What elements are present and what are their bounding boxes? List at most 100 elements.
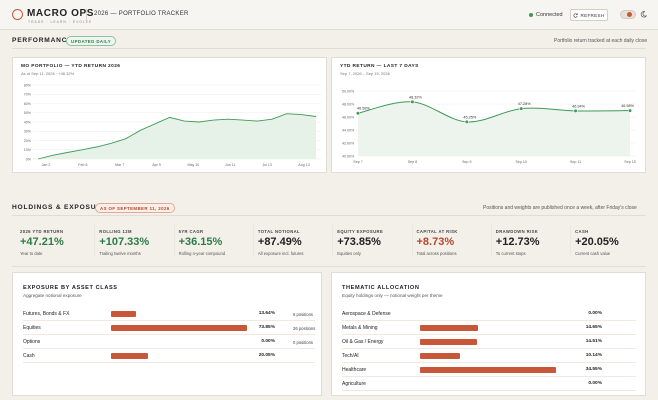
metric-label: TOTAL NOTIONAL [257, 229, 301, 234]
metric-subtext: Current cash value [575, 251, 611, 256]
row-label: Tech/AI [342, 353, 359, 359]
list-item: Oil & Gas / Energy 14.51% [342, 335, 636, 349]
metric-divider [411, 225, 413, 257]
ytd-y-tick: 40% [24, 120, 32, 124]
updated-daily-badge: UPDATED DAILY [66, 36, 117, 46]
list-item: Equities 73.85% 26 positions [23, 321, 315, 335]
week-chart[interactable]: 50.00% 48.00% 46.00% 44.00% 42.00% 40.00% 46.5… [332, 58, 647, 174]
logo-tagline: TRADE · LEARN · EVOLVE [28, 20, 93, 24]
week-y-tick: 48.00% [342, 102, 355, 106]
row-bar [420, 353, 460, 359]
metric-divider [252, 225, 254, 257]
logo-text: MACRO OPS [27, 8, 95, 19]
row-bar [111, 311, 137, 317]
ytd-chart-title: MO PORTFOLIO — YTD RETURN 2026 [21, 64, 121, 69]
row-percent: 20.05% [258, 353, 275, 358]
top-bar: MACRO OPS TRADE · LEARN · EVOLVE 2026 — … [0, 0, 658, 30]
week-y-tick: 42.00% [342, 141, 355, 145]
week-chart-title: YTD RETURN — LAST 7 DAYS [340, 64, 419, 69]
week-point[interactable] [464, 119, 469, 124]
row-percent: 73.85% [258, 325, 275, 330]
ytd-y-tick: 10% [24, 148, 32, 152]
week-x-tick: Sep 10 [516, 160, 527, 164]
row-count: 26 positions [293, 325, 316, 331]
metric-value: +87.49% [257, 236, 302, 248]
week-y-tick: 44.00% [342, 128, 355, 132]
performance-note: Portfolio return tracked at each daily c… [554, 38, 648, 44]
week-chart-subtitle: Sep 7, 2026 – Sep 15, 2026 [340, 71, 390, 76]
metric-divider [173, 225, 175, 257]
week-x-tick: Sep 8 [408, 160, 417, 164]
row-label: Agriculture [342, 381, 366, 387]
metric-value: +20.05% [575, 236, 619, 248]
metric-subtext: Year to date [20, 251, 43, 256]
week-point[interactable] [627, 108, 633, 113]
metric-subtext: Total across positions [416, 251, 457, 256]
moon-icon[interactable] [640, 11, 647, 18]
row-percent: 0.00% [588, 381, 602, 386]
metric-label: 5YR CAGR [178, 229, 204, 234]
metric-label: ROLLING 12M [99, 229, 132, 234]
ytd-chart[interactable]: 80% 70% 60% 50% 40% 30% 20% 10% 0% Jan 2 Feb 6 Mar … [13, 58, 328, 174]
thematic-title: THEMATIC ALLOCATION [342, 285, 420, 291]
metric-value: +12.73% [495, 236, 540, 248]
row-divider [342, 390, 636, 391]
asset-class-subtitle: Aggregate notional exposure [23, 293, 82, 298]
metric-divider [490, 225, 492, 257]
week-series-line[interactable] [357, 101, 631, 123]
row-label: Futures, Bonds & FX [23, 311, 70, 317]
metric-value: +36.15% [178, 236, 223, 248]
metric-subtext: To current stops [495, 251, 526, 256]
row-divider [23, 320, 315, 321]
ytd-y-tick: 60% [24, 102, 32, 106]
row-label: Aerospace & Defense [342, 311, 391, 317]
week-point[interactable] [519, 106, 524, 111]
week-y-tick: 40.00% [342, 154, 355, 158]
week-point[interactable] [355, 111, 361, 116]
ytd-chart-card: MO PORTFOLIO — YTD RETURN 2026 As of Sep… [12, 57, 327, 173]
ytd-x-tick: Jan 2 [42, 163, 51, 167]
week-x-tick: Sep 11 [570, 160, 581, 164]
ytd-y-tick: 80% [24, 83, 32, 87]
week-point[interactable] [573, 108, 578, 113]
week-y-tick: 50.00% [342, 89, 355, 93]
row-divider [342, 362, 636, 363]
list-item: Tech/AI 10.14% [342, 349, 636, 363]
row-bar [111, 353, 148, 359]
metric-label: CAPITAL AT RISK [416, 229, 458, 234]
ytd-x-tick: Jul 13 [262, 163, 272, 167]
refresh-icon [574, 12, 579, 18]
metric-subtext: Rolling 4-year compound [178, 251, 226, 256]
toggle-knob [627, 12, 632, 17]
ytd-series-line[interactable] [37, 113, 317, 160]
list-item: Metals & Mining 14.65% [342, 321, 636, 335]
week-y-tick: 46.00% [342, 115, 355, 119]
connection-status: Connected [529, 12, 563, 18]
row-label: Healthcare [342, 367, 367, 373]
row-divider [342, 348, 636, 349]
row-percent: 34.55% [585, 367, 602, 372]
row-bar [420, 325, 478, 331]
refresh-button[interactable]: REFRESH [570, 9, 608, 21]
week-data-label: 45.25% [463, 115, 477, 119]
metric-value: +47.21% [20, 236, 64, 248]
row-count: 6 positions [293, 311, 314, 317]
ytd-y-tick: 50% [24, 111, 32, 115]
week-point[interactable] [410, 99, 415, 105]
metric-value: +8.73% [416, 236, 455, 248]
theme-toggle[interactable] [620, 10, 636, 19]
ytd-x-tick: Feb 6 [78, 163, 87, 167]
list-item: Healthcare 34.55% [342, 363, 636, 377]
metric-divider [94, 225, 96, 257]
holdings-title: HOLDINGS & EXPOSURE [12, 204, 108, 211]
metric-subtext: Trailing twelve months [99, 251, 141, 256]
row-divider [342, 334, 636, 335]
list-item: Aerospace & Defense 0.00% [342, 307, 636, 321]
refresh-label: REFRESH [580, 12, 605, 18]
week-data-label: 47.28% [518, 102, 532, 106]
row-label: Options [23, 339, 41, 345]
ytd-y-tick: 20% [24, 139, 32, 143]
week-x-tick: Sep 7 [353, 160, 362, 164]
row-label: Oil & Gas / Energy [342, 339, 384, 345]
list-item: Options 0.00% 0 positions [23, 335, 315, 349]
